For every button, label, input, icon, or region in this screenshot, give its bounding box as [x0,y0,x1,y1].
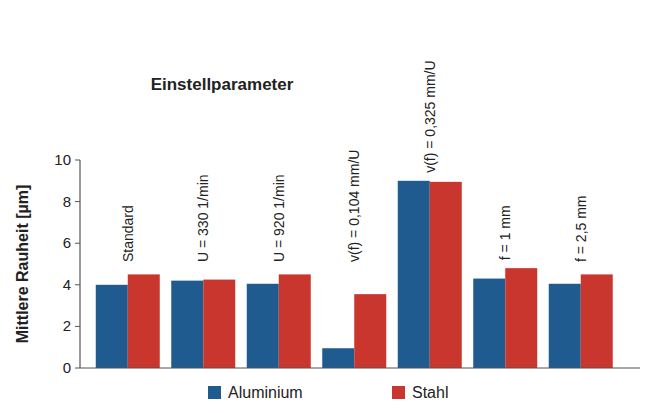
category-labels: Standard U = 330 1/min U = 920 1/min v(f) =… [120,60,589,262]
category-label: f = 2,5 mm [573,195,589,262]
bar [430,182,462,368]
chart-container: Einstellparameter Mittlere Rauheit [µm] 0 2… [0,0,646,413]
legend-swatch [392,386,405,399]
y-tick-label: 2 [63,317,71,334]
bar [354,294,386,368]
category-label: U = 920 1/min [271,174,287,262]
bar [128,274,160,368]
x-axis-line [80,367,640,368]
y-axis-line [79,160,80,368]
category-label: v(f) = 0,104 mm/U [346,150,362,262]
category-label: f = 1 mm [497,205,513,260]
y-tick [75,243,80,244]
y-axis-label: Mittlere Rauheit [µm] [14,185,31,344]
legend-swatch [208,386,221,399]
chart-svg: Einstellparameter Mittlere Rauheit [µm] 0 2… [0,0,646,413]
y-tick [75,201,80,202]
y-tick-label: 10 [54,151,71,168]
legend-label: Stahl [412,384,448,401]
y-ticks: 0 2 4 6 8 10 [54,151,80,376]
y-tick-label: 0 [63,359,71,376]
y-tick-label: 4 [63,276,71,293]
bar [247,284,279,368]
bar [171,281,203,368]
bar [96,285,128,368]
bar [473,279,505,368]
chart-title: Einstellparameter [151,75,294,94]
legend-label: Aluminium [228,384,303,401]
category-label: U = 330 1/min [195,174,211,262]
bar [203,280,235,368]
y-tick-label: 8 [63,193,71,210]
bar [505,268,537,368]
category-label: v(f) = 0,325 mm/U [422,60,438,172]
legend: Aluminium Stahl [208,384,448,401]
bar [322,348,354,368]
y-tick [75,160,80,161]
bar [279,274,311,368]
category-label: Standard [120,205,136,262]
y-tick-label: 6 [63,234,71,251]
bar [398,181,430,368]
bar [581,274,613,368]
bar [549,284,581,368]
y-tick [75,284,80,285]
y-tick [75,326,80,327]
y-tick [75,368,80,369]
